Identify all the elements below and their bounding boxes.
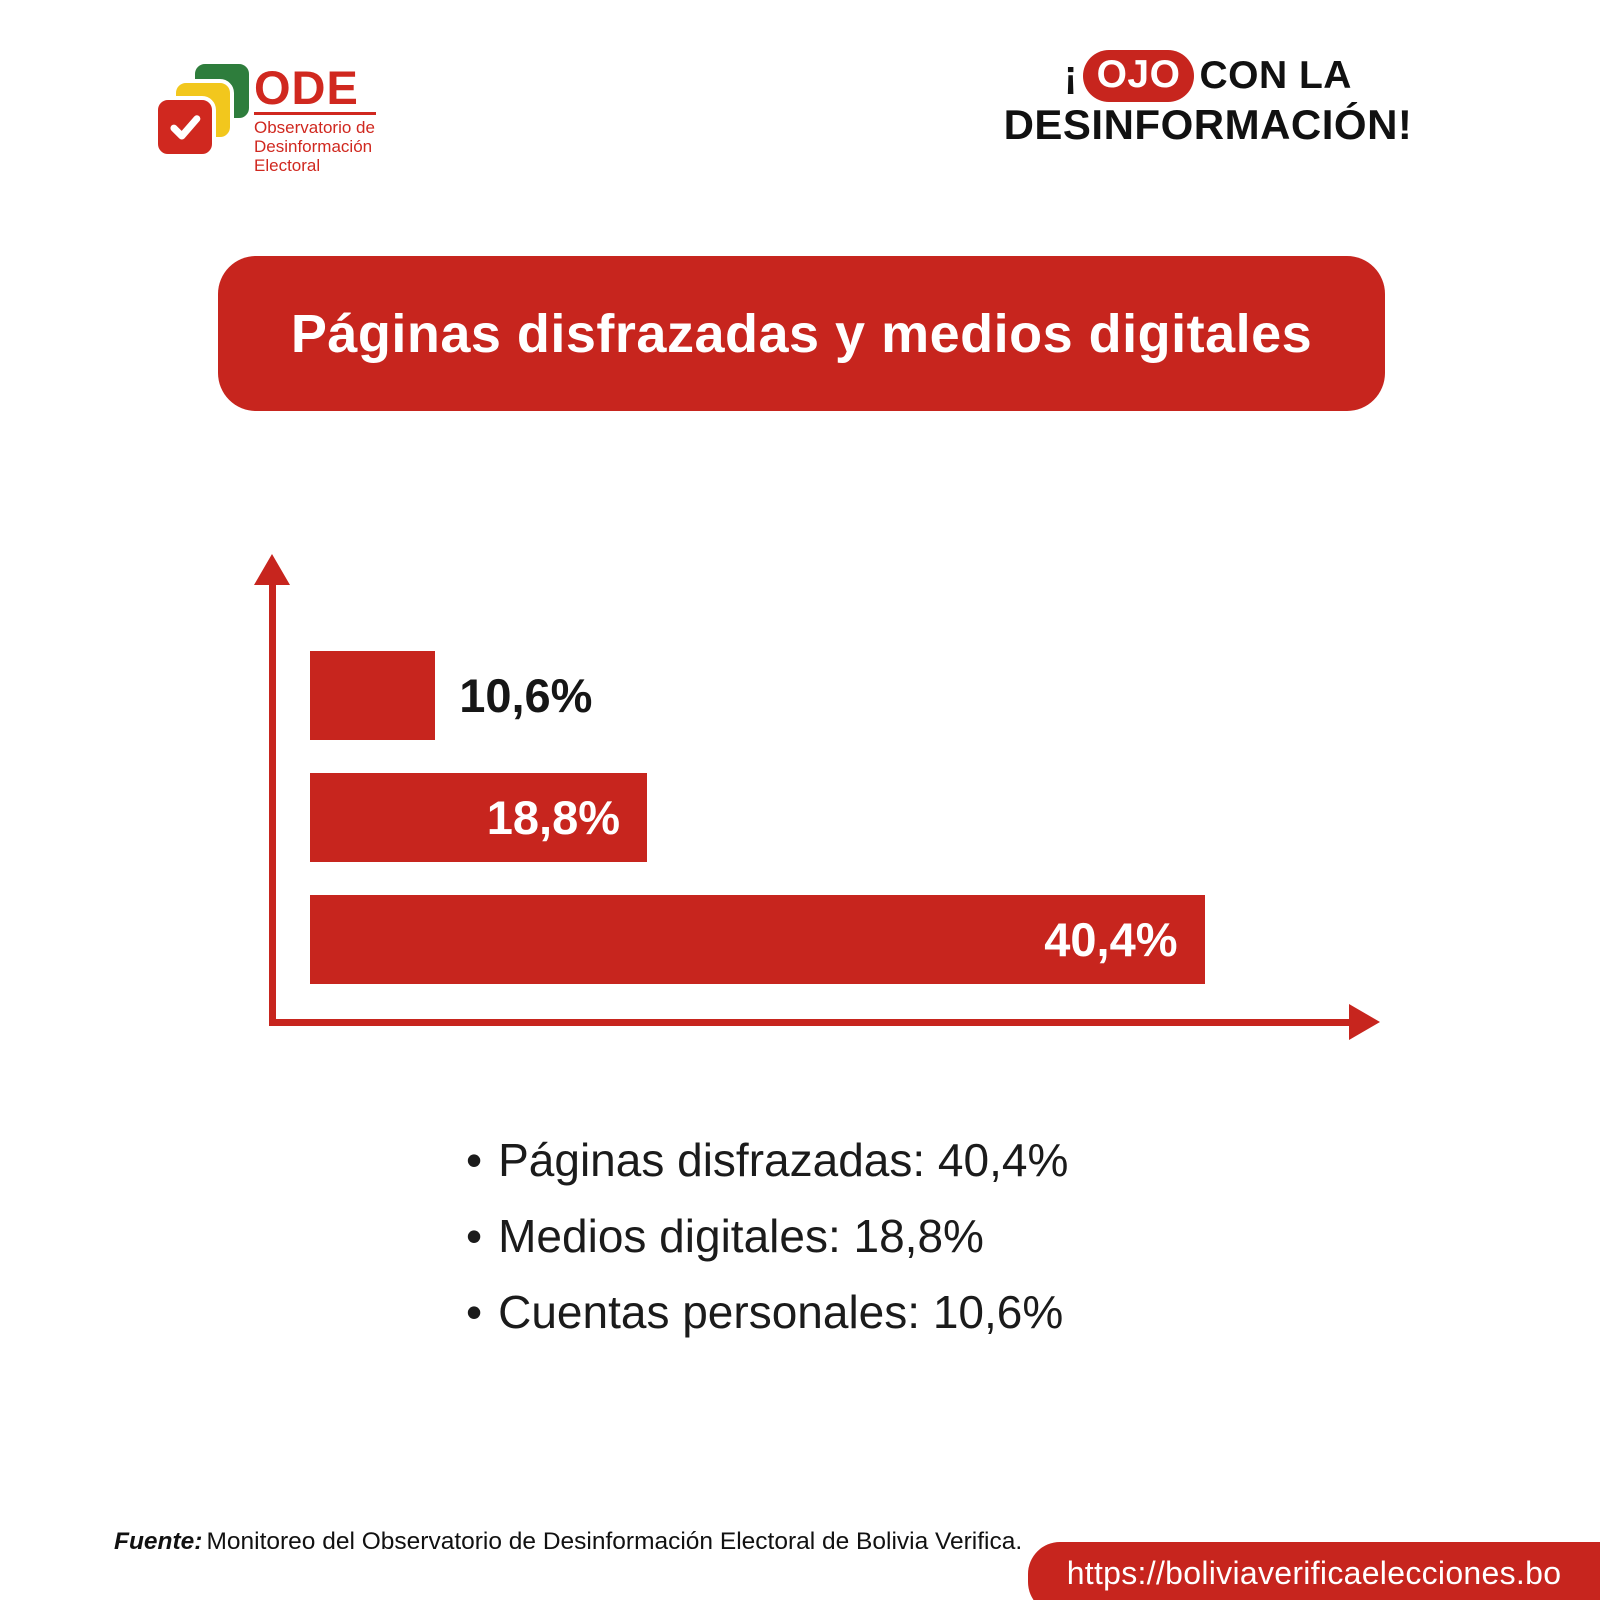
ojo-logo-line1: ¡ OJO CON LA (978, 50, 1438, 102)
list-item-text: Medios digitales: 18,8% (498, 1210, 984, 1262)
list-item: • Páginas disfrazadas: 40,4% (466, 1122, 1068, 1198)
ojo-logo-line2: DESINFORMACIÓN! (1003, 101, 1413, 148)
list-item: • Medios digitales: 18,8% (466, 1198, 1068, 1274)
bullet-icon: • (466, 1210, 483, 1262)
bar-fill-medios-digitales: 18,8% (310, 773, 648, 862)
ojo-logo: ¡ OJO CON LA DESINFORMACIÓN! (978, 50, 1438, 148)
bar-row-paginas-disfrazadas: 40,4% (310, 895, 1380, 984)
x-axis (269, 1019, 1351, 1026)
ojo-pill: OJO (1082, 50, 1195, 102)
ojo-exclaim: ¡ (1064, 54, 1078, 97)
list-item-text: Cuentas personales: 10,6% (498, 1286, 1064, 1338)
bar-fill-cuentas-personales (310, 651, 436, 740)
ode-logo-squares (152, 56, 262, 166)
source-text: Monitoreo del Observatorio de Desinforma… (206, 1527, 1023, 1555)
list-item-text: Páginas disfrazadas: 40,4% (498, 1134, 1069, 1186)
summary-list: • Páginas disfrazadas: 40,4% • Medios digi… (466, 1122, 1068, 1350)
bullet-icon: • (466, 1286, 483, 1338)
bar-row-cuentas-personales: 10,6% (310, 651, 1380, 740)
ode-logo: ODE Observatorio de Desinformación Elect… (152, 56, 422, 176)
check-icon (170, 115, 201, 140)
ode-acronym: ODE (254, 61, 359, 114)
ode-logo-text: ODE Observatorio de Desinformación Elect… (254, 61, 376, 175)
list-item: • Cuentas personales: 10,6% (466, 1274, 1068, 1350)
bullet-icon: • (466, 1134, 483, 1186)
bar-value-label: 18,8% (486, 791, 621, 844)
source-label: Fuente: (114, 1527, 203, 1555)
page-title: Páginas disfrazadas y medios digitales (290, 303, 1313, 364)
bar-value-label: 40,4% (1044, 913, 1178, 966)
ojo-line1-rest: CON LA (1199, 54, 1352, 97)
ode-subtitle-line: Observatorio de (254, 118, 375, 137)
title-banner: Páginas disfrazadas y medios digitales (218, 256, 1385, 411)
y-axis (269, 584, 276, 1025)
source-note: Fuente: Monitoreo del Observatorio de Des… (114, 1527, 1022, 1557)
y-axis-arrow-icon (254, 554, 290, 585)
ode-square-red (154, 96, 216, 158)
bar-value-label: 10,6% (459, 669, 593, 722)
url-pill[interactable]: https://boliviaverificaelecciones.bo (1028, 1542, 1600, 1600)
bar-fill-paginas-disfrazadas: 40,4% (310, 895, 1205, 984)
url-text: https://boliviaverificaelecciones.bo (1066, 1554, 1562, 1591)
x-axis-arrow-icon (1349, 1004, 1380, 1040)
bars-container: 10,6% 18,8% 40,4% (310, 651, 1380, 1017)
ode-subtitle-line: Electoral (254, 156, 321, 175)
bar-row-medios-digitales: 18,8% (310, 773, 1380, 862)
ode-underline (254, 112, 376, 115)
ode-subtitle-line: Desinformación (254, 137, 373, 156)
